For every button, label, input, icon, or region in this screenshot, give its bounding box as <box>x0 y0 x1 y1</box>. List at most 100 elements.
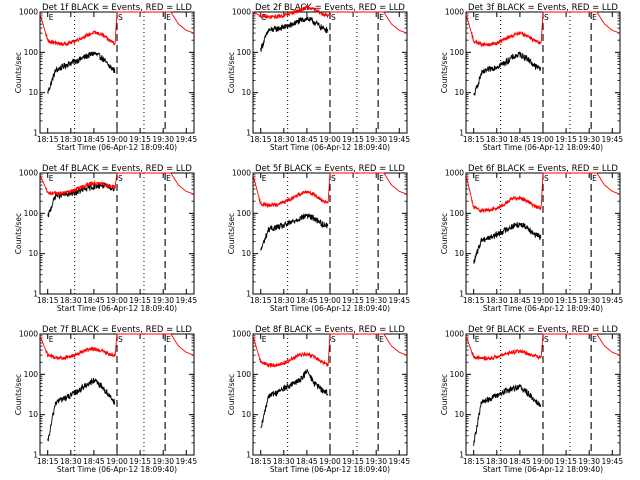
y-tick-label: 1 <box>459 129 464 138</box>
x-tick-label: 18:15 <box>463 135 485 144</box>
detector-plot-6: Det 6f BLACK = Events, RED = LLD 1 10 100 10… <box>440 164 623 313</box>
y-tick-label: 100 <box>237 48 252 57</box>
y-tick-label: 1000 <box>19 8 38 17</box>
x-tick-label: 19:45 <box>175 296 197 305</box>
lld-series-line <box>39 11 195 47</box>
y-tick-label: 10 <box>454 249 464 258</box>
x-tick-label: 19:45 <box>601 296 623 305</box>
y-tick-label: 1 <box>459 451 464 460</box>
y-axis-label: Counts/sec <box>440 213 449 254</box>
plot-title: Det 5f BLACK = Events, RED = LLD <box>255 164 405 174</box>
x-tick-label: 18:45 <box>509 135 531 144</box>
y-tick-label: 10 <box>454 88 464 97</box>
y-tick-label: 1000 <box>445 330 464 339</box>
y-tick-label: 100 <box>450 370 465 379</box>
plot-title: Det 7f BLACK = Events, RED = LLD <box>42 325 192 335</box>
interval-marker-label: S <box>118 13 123 22</box>
y-axis-label: Counts/sec <box>440 52 449 93</box>
interval-marker-label: E <box>166 335 171 344</box>
y-tick-label: 1 <box>33 290 38 299</box>
x-tick-label: 18:15 <box>463 457 485 466</box>
interval-marker-label: S <box>331 174 336 183</box>
interval-marker-label: E <box>166 13 171 22</box>
x-tick-label: 19:30 <box>152 135 174 144</box>
x-tick-label: 18:45 <box>509 457 531 466</box>
x-tick-label: 19:30 <box>365 457 387 466</box>
x-tick-label: 19:00 <box>532 296 554 305</box>
x-tick-label: 19:15 <box>555 457 577 466</box>
events-series-line <box>47 377 116 442</box>
x-tick-label: 19:15 <box>342 296 364 305</box>
y-tick-label: 10 <box>241 249 251 258</box>
plot-title: Det 3f BLACK = Events, RED = LLD <box>468 3 618 13</box>
interval-marker-label: E <box>592 335 597 344</box>
y-axis-label: Counts/sec <box>14 213 23 254</box>
plot-title: Det 4f BLACK = Events, RED = LLD <box>42 164 192 174</box>
x-axis-label: Start Time (06-Apr-12 18:09:40) <box>57 465 177 474</box>
x-tick-label: 18:45 <box>83 135 105 144</box>
y-tick-label: 1 <box>459 290 464 299</box>
interval-marker-label: E <box>262 13 267 22</box>
y-tick-label: 1000 <box>445 169 464 178</box>
x-axis-label: Start Time (06-Apr-12 18:09:40) <box>483 304 603 313</box>
x-axis-label: Start Time (06-Apr-12 18:09:40) <box>57 304 177 313</box>
y-tick-label: 1 <box>33 451 38 460</box>
y-tick-label: 1000 <box>19 330 38 339</box>
x-tick-label: 18:15 <box>250 296 272 305</box>
interval-marker-label: E <box>49 335 54 344</box>
detector-plot-1: Det 1f BLACK = Events, RED = LLD 1 10 100 10… <box>14 3 197 152</box>
x-tick-label: 19:45 <box>388 135 410 144</box>
plot-title: Det 8f BLACK = Events, RED = LLD <box>255 325 405 335</box>
y-tick-label: 10 <box>241 410 251 419</box>
x-tick-label: 19:00 <box>532 457 554 466</box>
x-tick-label: 19:45 <box>601 457 623 466</box>
x-tick-label: 19:00 <box>532 135 554 144</box>
interval-marker-label: S <box>118 174 123 183</box>
y-axis-label: Counts/sec <box>440 374 449 415</box>
x-tick-label: 18:45 <box>296 135 318 144</box>
y-tick-label: 10 <box>28 249 38 258</box>
y-tick-label: 1000 <box>19 169 38 178</box>
y-tick-label: 10 <box>241 88 251 97</box>
interval-marker-label: S <box>544 13 549 22</box>
y-tick-label: 1 <box>33 129 38 138</box>
y-tick-label: 10 <box>28 410 38 419</box>
x-tick-label: 19:30 <box>152 296 174 305</box>
lld-series-line <box>252 4 408 34</box>
x-tick-label: 18:15 <box>250 135 272 144</box>
events-series-line <box>473 50 542 96</box>
lld-series-line <box>39 172 195 196</box>
y-tick-label: 1 <box>246 451 251 460</box>
detector-plot-7: Det 7f BLACK = Events, RED = LLD 1 10 100 10… <box>14 325 197 474</box>
x-tick-label: 19:15 <box>129 457 151 466</box>
interval-marker-label: S <box>331 13 336 22</box>
x-tick-label: 18:30 <box>486 135 508 144</box>
interval-marker-label: E <box>166 174 171 183</box>
x-tick-label: 18:45 <box>296 457 318 466</box>
interval-marker-label: S <box>544 335 549 344</box>
y-tick-label: 1000 <box>232 169 251 178</box>
events-series-line <box>47 51 116 94</box>
y-tick-label: 100 <box>237 370 252 379</box>
x-tick-label: 18:30 <box>273 457 295 466</box>
x-tick-label: 19:45 <box>175 457 197 466</box>
events-series-line <box>260 16 329 52</box>
interval-marker-label: E <box>475 174 480 183</box>
lld-series-line <box>465 333 621 362</box>
x-tick-label: 18:15 <box>37 296 59 305</box>
interval-marker-label: S <box>544 174 549 183</box>
x-tick-label: 19:15 <box>129 296 151 305</box>
detector-plot-3: Det 3f BLACK = Events, RED = LLD 1 10 100 10… <box>440 3 623 152</box>
x-axis-label: Start Time (06-Apr-12 18:09:40) <box>483 143 603 152</box>
interval-marker-label: E <box>262 174 267 183</box>
y-axis-label: Counts/sec <box>227 213 236 254</box>
detector-plot-8: Det 8f BLACK = Events, RED = LLD 1 10 100 10… <box>227 325 410 474</box>
x-tick-label: 18:30 <box>486 296 508 305</box>
interval-marker-label: E <box>49 174 54 183</box>
x-tick-label: 19:15 <box>129 135 151 144</box>
y-tick-label: 100 <box>450 48 465 57</box>
interval-marker-label: S <box>331 335 336 344</box>
x-tick-label: 19:30 <box>152 457 174 466</box>
